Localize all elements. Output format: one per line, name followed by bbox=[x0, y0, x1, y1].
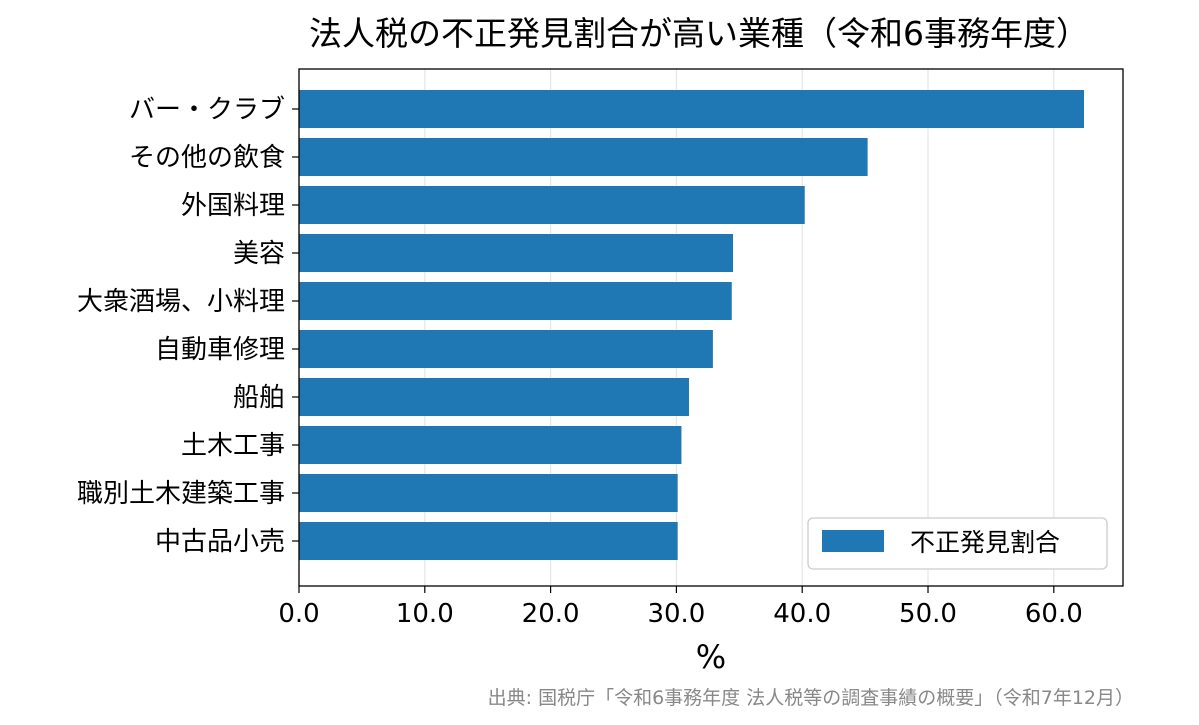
y-tick-label: 大衆酒場、小料理 bbox=[77, 287, 285, 317]
bars bbox=[299, 90, 1085, 560]
y-axis-ticks: バー・クラブその他の飲食外国料理美容大衆酒場、小料理自動車修理船舶土木工事職別土… bbox=[77, 95, 299, 557]
x-tick-label: 20.0 bbox=[522, 599, 580, 629]
y-tick-label: 職別土木建築工事 bbox=[77, 479, 285, 509]
bar[interactable] bbox=[299, 522, 678, 560]
bar[interactable] bbox=[299, 234, 734, 272]
y-tick-label: 中古品小売 bbox=[155, 527, 285, 557]
legend[interactable]: 不正発見割合 bbox=[807, 517, 1108, 570]
y-tick-label: 船舶 bbox=[233, 383, 285, 413]
bar[interactable] bbox=[299, 138, 868, 176]
chart-title: 法人税の不正発見割合が高い業種（令和6事務年度） bbox=[309, 14, 1089, 53]
bar[interactable] bbox=[299, 426, 682, 464]
y-tick-label: 自動車修理 bbox=[155, 335, 285, 365]
source-note: 出典: 国税庁「令和6事務年度 法人税等の調査事績の概要」（令和7年12月） bbox=[488, 687, 1134, 709]
x-axis-label: % bbox=[696, 638, 726, 676]
x-tick-label: 10.0 bbox=[396, 599, 454, 629]
bar[interactable] bbox=[299, 474, 678, 512]
y-tick-label: 土木工事 bbox=[181, 431, 285, 461]
plot-frame bbox=[298, 68, 1124, 587]
bar[interactable] bbox=[299, 378, 689, 416]
x-tick-label: 0.0 bbox=[278, 599, 319, 629]
legend-swatch bbox=[822, 530, 884, 552]
x-tick-label: 60.0 bbox=[1025, 599, 1083, 629]
x-axis-ticks: 0.0 10.0 20.0 30.0 40.0 50.0 60.0 bbox=[278, 586, 1083, 629]
x-tick-label: 40.0 bbox=[773, 599, 831, 629]
bar[interactable] bbox=[299, 186, 805, 224]
bar[interactable] bbox=[299, 90, 1085, 128]
bar[interactable] bbox=[299, 282, 732, 320]
y-tick-label: その他の飲食 bbox=[129, 143, 285, 173]
bar[interactable] bbox=[299, 330, 713, 368]
y-tick-label: バー・クラブ bbox=[129, 95, 285, 125]
legend-label: 不正発見割合 bbox=[910, 528, 1060, 557]
y-tick-label: 外国料理 bbox=[181, 191, 285, 221]
x-tick-label: 50.0 bbox=[899, 599, 957, 629]
x-tick-label: 30.0 bbox=[647, 599, 705, 629]
y-tick-label: 美容 bbox=[233, 239, 285, 269]
